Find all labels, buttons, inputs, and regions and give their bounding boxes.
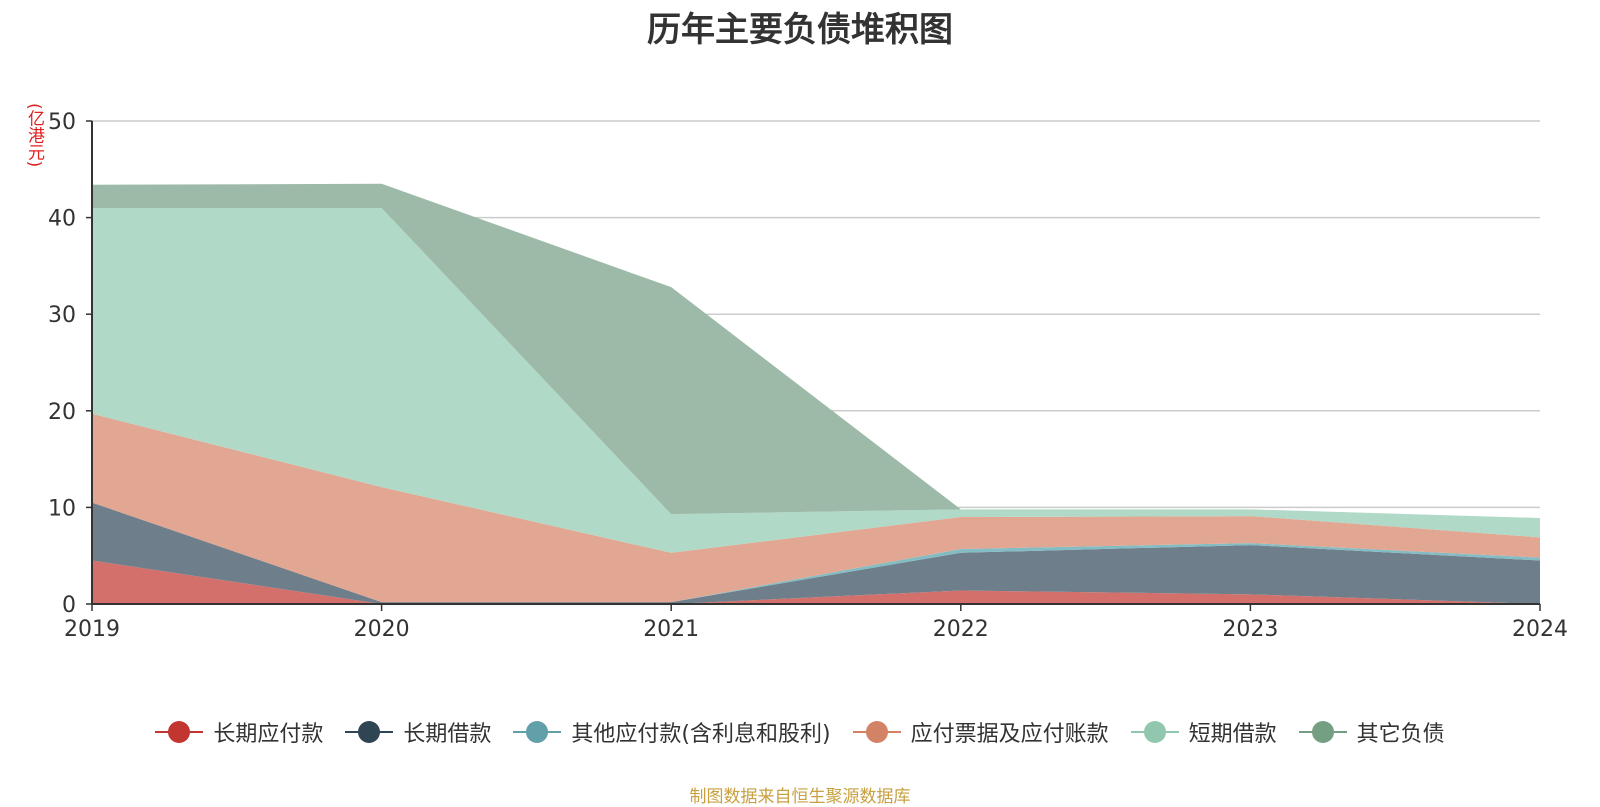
chart-title: 历年主要负债堆积图	[647, 10, 953, 50]
legend-label: 长期应付款	[213, 722, 324, 747]
legend-item-4[interactable]: 短期借款	[1130, 716, 1277, 748]
legend-item-0[interactable]: 长期应付款	[155, 716, 323, 748]
legend-marker-icon	[513, 721, 562, 743]
y-tick-label: 0	[62, 593, 76, 618]
area-series-0	[92, 560, 1540, 604]
x-tick-label: 2022	[933, 617, 989, 642]
y-tick-label: 40	[48, 207, 76, 232]
legend-marker-icon	[345, 721, 394, 743]
y-tick-label: 50	[48, 110, 76, 135]
legend-marker-icon	[155, 721, 204, 743]
area-series-5	[92, 183, 1540, 519]
legend-marker-icon	[852, 721, 901, 743]
x-tick-label: 2019	[64, 617, 120, 642]
legend-item-5[interactable]: 其它负债	[1298, 716, 1445, 748]
legend-label: 短期借款	[1188, 722, 1277, 747]
x-tick-label: 2021	[643, 617, 699, 642]
legend-item-3[interactable]: 应付票据及应付账款	[852, 716, 1109, 748]
legend-label: 长期借款	[403, 722, 492, 747]
legend-label: 应付票据及应付账款	[910, 722, 1109, 747]
y-tick-label: 30	[48, 303, 76, 328]
legend-item-2[interactable]: 其他应付款(含利息和股利)	[513, 716, 831, 748]
legend-marker-icon	[1130, 721, 1179, 743]
area-series	[92, 183, 1540, 604]
x-tick-label: 2024	[1512, 617, 1568, 642]
stacked-area-chart: 0 10 20 30 40 50 2019 2020 2021 2022 2023 2024	[48, 110, 1568, 642]
area-series-1	[92, 502, 1540, 604]
x-tick-labels: 2019 2020 2021 2022 2023 2024	[64, 604, 1568, 642]
legend-label: 其他应付款(含利息和股利)	[571, 722, 831, 747]
y-tick-labels: 0 10 20 30 40 50	[48, 110, 92, 618]
y-tick-label: 10	[48, 496, 76, 521]
legend-item-1[interactable]: 长期借款	[345, 716, 491, 748]
x-tick-label: 2023	[1222, 617, 1278, 642]
y-tick-label: 20	[48, 400, 76, 425]
y-axis-unit-label: (亿港元)	[24, 103, 44, 168]
axes	[91, 121, 1540, 605]
legend: 长期应付款 长期借款 其他应付款(含利息和股利) 应付票据及应付账款 短期借款 其它负债	[0, 716, 1600, 748]
area-series-4	[92, 207, 1540, 553]
legend-label: 其它负债	[1356, 722, 1445, 747]
data-source-note: 制图数据来自恒生聚源数据库	[689, 787, 911, 807]
legend-marker-icon	[1298, 721, 1347, 743]
x-tick-label: 2020	[354, 617, 410, 642]
area-series-3	[92, 413, 1540, 603]
